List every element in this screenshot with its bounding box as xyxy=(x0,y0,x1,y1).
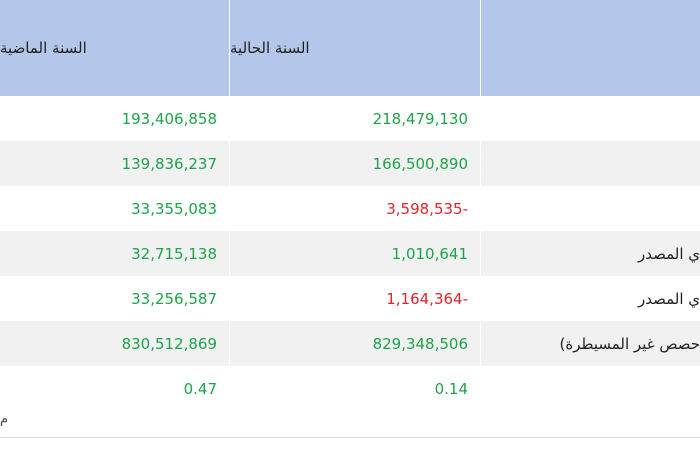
table-header: السنة الماضية السنة الحالية xyxy=(0,0,700,96)
column-divider xyxy=(480,231,481,276)
header-divider xyxy=(229,0,230,96)
cell-current-year: 0.14 xyxy=(434,379,468,398)
column-divider xyxy=(229,366,230,411)
cell-current-year: 218,479,130 xyxy=(372,109,468,128)
table-row: 32,715,138 1,010,641 ي المصدر xyxy=(0,231,700,276)
column-divider xyxy=(229,231,230,276)
table-row: 33,256,587 1,164,364- ي المصدر xyxy=(0,276,700,321)
header-previous-year: السنة الماضية xyxy=(0,39,87,57)
column-divider xyxy=(229,276,230,321)
cell-row-label xyxy=(481,96,700,141)
table-row: 139,836,237 166,500,890 xyxy=(0,141,700,186)
header-label-column xyxy=(481,0,700,96)
footer-divider xyxy=(0,437,700,438)
cell-current-year: 829,348,506 xyxy=(372,334,468,353)
cell-previous-year: 32,715,138 xyxy=(131,244,217,263)
cell-row-label xyxy=(481,366,700,411)
cell-current-year: 1,164,364- xyxy=(386,289,468,308)
column-divider xyxy=(229,321,230,366)
column-divider xyxy=(229,186,230,231)
cell-current-year: 1,010,641 xyxy=(391,244,468,263)
table-row: 830,512,869 829,348,506 حصص غير المسيطرة) xyxy=(0,321,700,366)
cell-current-year: 166,500,890 xyxy=(372,154,468,173)
header-current-year: السنة الحالية xyxy=(230,39,310,57)
column-divider xyxy=(229,96,230,141)
cell-previous-year: 193,406,858 xyxy=(121,109,217,128)
cell-row-label xyxy=(481,186,700,231)
cell-previous-year: 139,836,237 xyxy=(121,154,217,173)
cell-previous-year: 0.47 xyxy=(183,379,217,398)
column-divider xyxy=(480,96,481,141)
column-divider xyxy=(229,141,230,186)
footer-text-fragment: م xyxy=(0,412,9,427)
header-divider xyxy=(480,0,481,96)
column-divider xyxy=(480,141,481,186)
cell-current-year: 3,598,535- xyxy=(386,199,468,218)
cell-previous-year: 33,256,587 xyxy=(131,289,217,308)
cell-previous-year: 830,512,869 xyxy=(121,334,217,353)
column-divider xyxy=(480,186,481,231)
table-row: 193,406,858 218,479,130 xyxy=(0,96,700,141)
column-divider xyxy=(480,366,481,411)
cell-previous-year: 33,355,083 xyxy=(131,199,217,218)
table-row: 33,355,083 3,598,535- xyxy=(0,186,700,231)
cell-row-label: ي المصدر xyxy=(637,289,700,308)
cell-row-label: ي المصدر xyxy=(637,244,700,263)
column-divider xyxy=(480,276,481,321)
table-row: 0.47 0.14 xyxy=(0,366,700,411)
cell-row-label xyxy=(481,141,700,186)
cell-row-label: حصص غير المسيطرة) xyxy=(559,334,700,353)
column-divider xyxy=(480,321,481,366)
table-body: 193,406,858 218,479,130 139,836,237 166,500… xyxy=(0,96,700,411)
financial-table: السنة الماضية السنة الحالية 193,406,858 2… xyxy=(0,0,700,411)
